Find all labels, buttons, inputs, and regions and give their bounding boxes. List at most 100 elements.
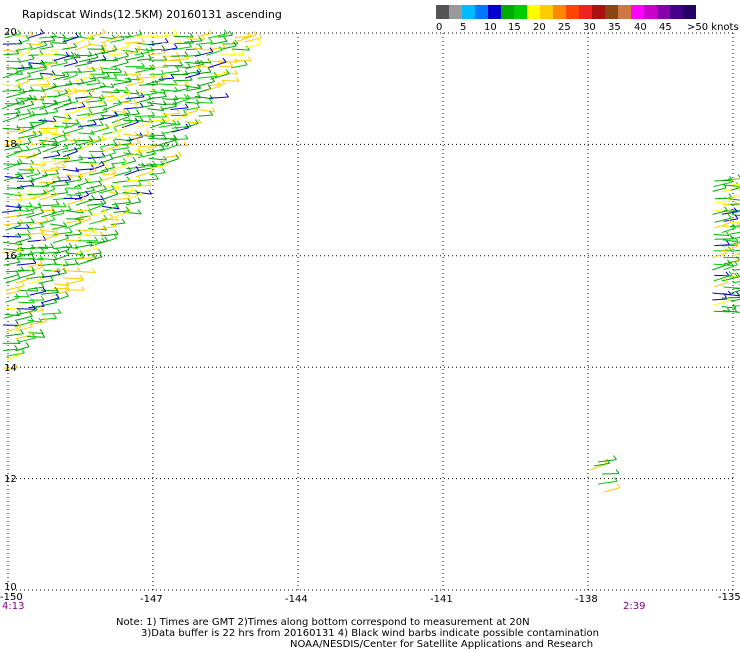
wind-barb (603, 459, 608, 465)
wind-barb (75, 76, 92, 82)
wind-barb (28, 175, 48, 182)
wind-barb (2, 127, 20, 131)
wind-barb (235, 76, 240, 82)
wind-barb (20, 348, 25, 354)
wind-barb (27, 234, 32, 239)
wind-barb (722, 183, 727, 189)
wind-barb (27, 97, 44, 101)
wind-barb (15, 172, 33, 176)
wind-barb (97, 135, 102, 141)
wind-barb (222, 80, 240, 82)
wind-barb (80, 215, 84, 220)
wind-barb (92, 75, 97, 81)
wind-barb (126, 81, 144, 87)
wind-barb (86, 96, 105, 100)
wind-barb (174, 140, 179, 146)
wind-barb (713, 282, 728, 288)
wind-barb (106, 72, 110, 77)
colorbar-segment (631, 5, 644, 19)
wind-barb (149, 122, 166, 129)
wind-barb (114, 187, 135, 192)
wind-barb (40, 28, 44, 34)
wind-barb (2, 102, 19, 110)
wind-barb (736, 272, 740, 277)
wind-barb (87, 32, 106, 39)
wind-barb (89, 127, 109, 134)
wind-barb (713, 263, 734, 266)
wind-barb (172, 98, 191, 105)
wind-barb (89, 240, 108, 247)
wind-barb (126, 89, 131, 95)
wind-barb (17, 350, 22, 356)
wind-barb (53, 283, 70, 287)
wind-barb (733, 207, 738, 212)
wind-barb (3, 175, 21, 182)
wind-barb (15, 278, 30, 284)
wind-barb (222, 71, 238, 75)
wind-barb (198, 114, 213, 117)
wind-barb (3, 241, 23, 246)
wind-barb (732, 310, 740, 313)
wind-barb (97, 248, 102, 254)
wind-barb (20, 281, 25, 286)
wind-barb (75, 119, 80, 124)
wind-barb (88, 240, 93, 245)
wind-barb (68, 242, 73, 248)
wind-barb (91, 66, 96, 72)
wind-barb (134, 132, 150, 140)
colorbar-segment (475, 5, 488, 19)
wind-barb (197, 75, 218, 79)
wind-barb (65, 180, 69, 186)
wind-barb (158, 123, 177, 128)
wind-barb (50, 134, 66, 140)
wind-barb (65, 252, 84, 256)
wind-barb (109, 154, 114, 160)
wind-barb (101, 49, 117, 55)
wind-barb (138, 178, 159, 182)
wind-barb (198, 44, 203, 50)
wind-barb (209, 47, 214, 53)
wind-barb (102, 208, 107, 213)
wind-barb (40, 118, 45, 124)
wind-barb (52, 225, 67, 230)
wind-barb (17, 29, 22, 35)
wind-barb (136, 184, 152, 187)
wind-barb (27, 189, 32, 194)
wind-barb (209, 110, 214, 116)
wind-barb (3, 367, 18, 369)
wind-barb (122, 121, 139, 129)
wind-barb (62, 36, 79, 43)
wind-barb (27, 193, 47, 196)
lat-label-16: 16 (4, 251, 17, 262)
wind-barb (91, 253, 95, 258)
wind-barb (613, 455, 617, 460)
wind-barb (92, 166, 97, 172)
wind-barb (98, 225, 116, 230)
wind-barb (135, 89, 140, 95)
wind-barb (26, 224, 30, 229)
wind-barb (41, 179, 61, 188)
wind-barb (172, 46, 192, 51)
wind-barb (231, 49, 236, 55)
wind-barb (149, 167, 154, 172)
wind-barb (116, 32, 120, 38)
wind-barb (173, 29, 178, 35)
wind-barb (209, 98, 213, 104)
wind-barb (62, 91, 78, 97)
wind-barb (130, 186, 135, 192)
wind-barb (728, 270, 733, 276)
wind-barb (185, 54, 189, 59)
wind-barb (89, 218, 108, 225)
wind-barb (56, 270, 61, 275)
wind-barb (16, 108, 21, 114)
wind-barb (42, 173, 59, 176)
wind-barb (113, 55, 129, 61)
wind-barb (25, 292, 30, 298)
wind-barb (30, 317, 35, 322)
wind-barb (75, 189, 95, 195)
wind-barb (159, 144, 179, 152)
wind-barb (53, 58, 58, 64)
time-label-start: 4:13 (2, 601, 25, 612)
wind-barb (27, 71, 32, 77)
wind-barb (247, 56, 252, 62)
